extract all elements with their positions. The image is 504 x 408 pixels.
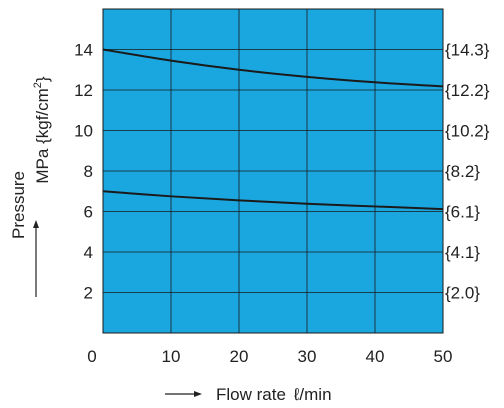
y-axis-unit: MPa {kgf/cm2} [32,76,52,184]
y-unit-suffix: } [33,76,52,82]
x-tick-label: 30 [298,347,317,366]
y-unit-sup: 2 [32,82,44,88]
y-tick-label: 2 [84,284,93,303]
x-origin-label: 0 [87,347,96,366]
x-tick-label: 50 [434,347,453,366]
y-tick-label: 10 [74,122,93,141]
secondary-y-tick-label: {10.2} [445,122,490,141]
series-line-2 [102,190,444,211]
y-tick-label: 12 [74,81,93,100]
x-unit-text: ℓ/min [293,385,332,404]
secondary-y-tick-label: {6.1} [445,203,480,222]
secondary-y-tick-label: {14.3} [445,41,490,60]
y-axis-unit-group: MPa {kgf/cm2} [32,76,52,184]
x-tick-label: 10 [162,347,181,366]
series-lines [102,48,444,211]
secondary-y-tick-label: {12.2} [445,81,490,100]
x-label-text: Flow rate [216,385,286,404]
y-tick-label: 4 [84,243,93,262]
x-axis-arrow [165,391,202,397]
x-axis-label: Flow rate ℓ/min [216,385,332,404]
y-arrow-head [33,220,39,228]
x-tick-label: 40 [366,347,385,366]
tick-labels: 10 20 30 40 50 2 4 6 8 10 12 14 {2.0} {4.1} {6.1} {8.2}… [74,41,490,367]
y-tick-label: 14 [74,41,93,60]
secondary-y-tick-label: {8.2} [445,162,480,181]
series-line-1 [102,48,444,88]
y-tick-label: 8 [84,162,93,181]
secondary-y-tick-label: {4.1} [445,243,480,262]
secondary-y-tick-label: {2.0} [445,284,480,303]
y-axis-label-group: Pressure [9,171,28,239]
y-axis-arrow [33,220,39,297]
x-arrow-head [194,391,202,397]
grid [103,9,443,333]
y-unit-prefix: MPa {kgf/cm [33,88,52,183]
y-tick-label: 6 [84,203,93,222]
x-tick-label: 20 [230,347,249,366]
y-axis-label: Pressure [9,171,28,239]
